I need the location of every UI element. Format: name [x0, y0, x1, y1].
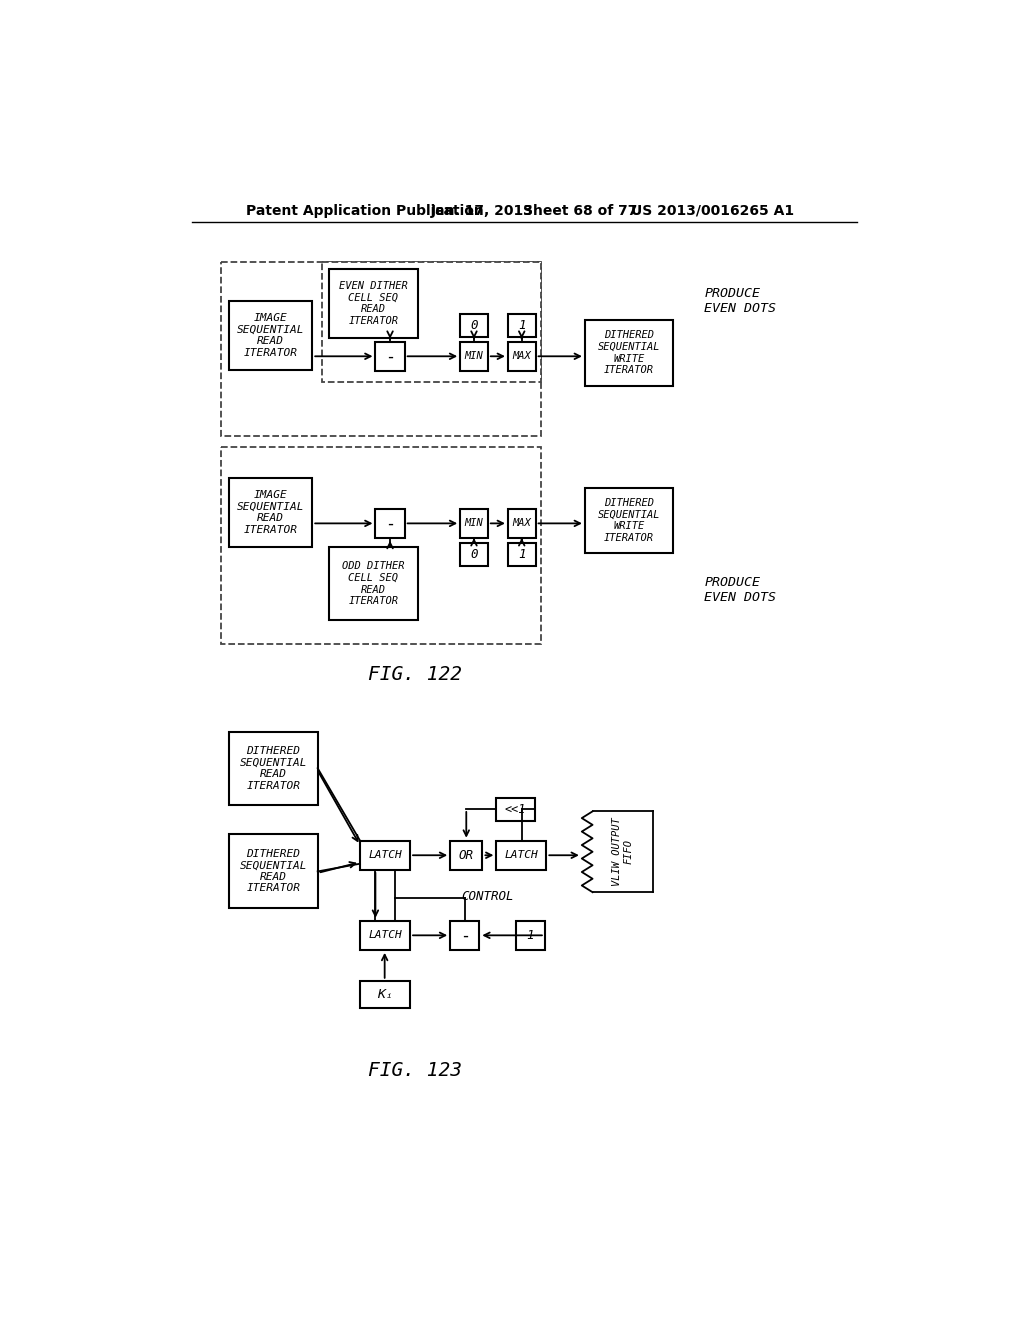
Text: LATCH: LATCH: [369, 931, 401, 940]
Bar: [221, 447, 541, 644]
Text: 0: 0: [470, 548, 478, 561]
Text: OR: OR: [459, 849, 474, 862]
Text: -: -: [460, 927, 470, 944]
Bar: [585, 488, 674, 553]
Bar: [229, 478, 312, 548]
Bar: [508, 508, 536, 539]
Text: CONTROL: CONTROL: [462, 890, 514, 903]
Bar: [330, 548, 418, 620]
Bar: [229, 301, 312, 370]
Bar: [460, 342, 487, 371]
Text: DITHERED
SEQUENTIAL
WRITE
ITERATOR: DITHERED SEQUENTIAL WRITE ITERATOR: [598, 330, 660, 375]
Bar: [515, 921, 545, 950]
Bar: [221, 263, 541, 436]
Bar: [508, 342, 536, 371]
Text: Sheet 68 of 77: Sheet 68 of 77: [523, 203, 638, 218]
Text: LATCH: LATCH: [369, 850, 401, 861]
Text: VLIW OUTPUT
FIFO: VLIW OUTPUT FIFO: [611, 817, 634, 886]
Text: MIN: MIN: [465, 351, 483, 362]
Text: IMAGE
SEQUENTIAL
READ
ITERATOR: IMAGE SEQUENTIAL READ ITERATOR: [237, 490, 304, 535]
Bar: [229, 733, 317, 805]
Text: EVEN DITHER
CELL SEQ
READ
ITERATOR: EVEN DITHER CELL SEQ READ ITERATOR: [339, 281, 408, 326]
Bar: [360, 921, 410, 950]
Text: PRODUCE
EVEN DOTS: PRODUCE EVEN DOTS: [705, 576, 776, 603]
Text: -: -: [385, 347, 395, 366]
Bar: [376, 342, 404, 371]
Text: <<1: <<1: [505, 803, 526, 816]
Text: DITHERED
SEQUENTIAL
READ
ITERATOR: DITHERED SEQUENTIAL READ ITERATOR: [240, 746, 307, 791]
Bar: [360, 981, 410, 1007]
Text: -: -: [385, 515, 395, 532]
Bar: [330, 268, 418, 338]
Bar: [376, 508, 404, 539]
Text: 1: 1: [526, 929, 534, 942]
Bar: [460, 314, 487, 337]
Text: MAX: MAX: [512, 351, 531, 362]
Text: Patent Application Publication: Patent Application Publication: [246, 203, 483, 218]
Bar: [360, 841, 410, 870]
Text: MIN: MIN: [465, 519, 483, 528]
Text: FIG. 123: FIG. 123: [369, 1061, 463, 1080]
Text: 1: 1: [518, 548, 525, 561]
Bar: [451, 921, 479, 950]
Bar: [497, 797, 535, 821]
Bar: [451, 841, 482, 870]
Bar: [322, 263, 541, 381]
Text: DITHERED
SEQUENTIAL
READ
ITERATOR: DITHERED SEQUENTIAL READ ITERATOR: [240, 849, 307, 894]
Bar: [508, 543, 536, 566]
Text: IMAGE
SEQUENTIAL
READ
ITERATOR: IMAGE SEQUENTIAL READ ITERATOR: [237, 313, 304, 358]
Text: 0: 0: [470, 319, 478, 333]
Text: FIG. 122: FIG. 122: [369, 665, 463, 684]
Bar: [585, 321, 674, 385]
Bar: [508, 314, 536, 337]
Text: ODD DITHER
CELL SEQ
READ
ITERATOR: ODD DITHER CELL SEQ READ ITERATOR: [342, 561, 404, 606]
Text: MAX: MAX: [512, 519, 531, 528]
Text: Jan. 17, 2013: Jan. 17, 2013: [431, 203, 534, 218]
Bar: [460, 543, 487, 566]
Bar: [497, 841, 547, 870]
Text: 1: 1: [518, 319, 525, 333]
Text: LATCH: LATCH: [505, 850, 539, 861]
Text: Kᵢ: Kᵢ: [377, 987, 393, 1001]
Bar: [229, 834, 317, 908]
Text: PRODUCE
EVEN DOTS: PRODUCE EVEN DOTS: [705, 286, 776, 315]
Text: US 2013/0016265 A1: US 2013/0016265 A1: [631, 203, 795, 218]
Text: DITHERED
SEQUENTIAL
WRITE
ITERATOR: DITHERED SEQUENTIAL WRITE ITERATOR: [598, 498, 660, 543]
Bar: [460, 508, 487, 539]
